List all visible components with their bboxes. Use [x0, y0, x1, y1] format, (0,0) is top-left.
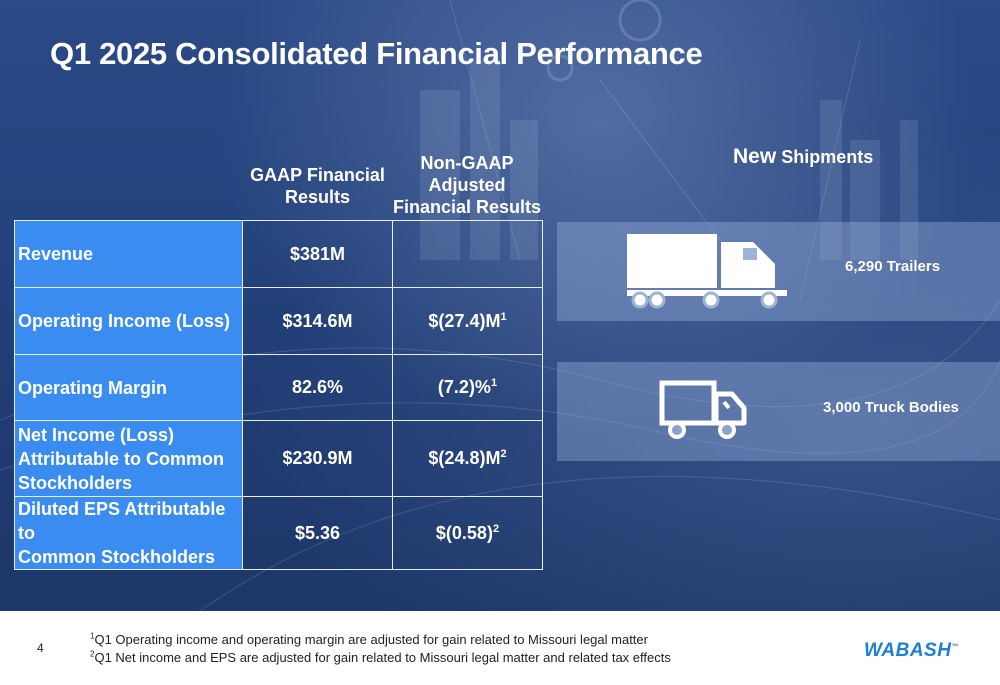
- table-row: Revenue $381M: [14, 220, 543, 288]
- row-label-operating-income: Operating Income (Loss): [14, 287, 243, 355]
- footnotes: 1Q1 Operating income and operating margi…: [90, 631, 671, 667]
- row-label-line: Diluted EPS Attributable to: [18, 499, 226, 543]
- row-label-net-income: Net Income (Loss) Attributable to Common…: [14, 420, 243, 497]
- table-row: Net Income (Loss) Attributable to Common…: [14, 420, 543, 497]
- nongaap-value-text: $(0.58): [435, 522, 493, 543]
- gaap-value: $381M: [242, 220, 393, 288]
- nongaap-value: (7.2)%1: [392, 354, 543, 421]
- footnote-marker: 2: [492, 522, 500, 535]
- nongaap-value-text: $(24.8)M: [428, 448, 501, 468]
- gaap-value: $5.36: [242, 496, 393, 570]
- box-truck-icon: [659, 380, 747, 439]
- nongaap-header-line: Adjusted: [428, 175, 506, 195]
- semi-truck-icon: [627, 234, 787, 309]
- shipment-trailers-text: 6,290 Trailers: [845, 258, 941, 275]
- footnote-marker: 1: [500, 310, 507, 323]
- gaap-value: $314.6M: [242, 287, 393, 355]
- footnote-marker: 1: [490, 377, 498, 389]
- gaap-value: $230.9M: [242, 420, 393, 497]
- footnote-number: 2: [90, 649, 95, 659]
- nongaap-value: [392, 220, 543, 288]
- row-label-diluted-eps: Diluted EPS Attributable to Common Stock…: [14, 496, 243, 570]
- table-row: Operating Margin 82.6% (7.2)%1: [14, 354, 543, 421]
- row-label-line: Net Income (Loss): [18, 424, 175, 445]
- nongaap-value: $(27.4)M1: [392, 287, 543, 355]
- footnote-text: Q1 Net income and EPS are adjusted for g…: [94, 650, 671, 665]
- page-title: Q1 2025 Consolidated Financial Performan…: [50, 36, 703, 71]
- shipment-truck-bodies-text: 3,000 Truck Bodies: [823, 399, 959, 416]
- shipments-heading-new: New: [733, 145, 777, 168]
- row-label-revenue: Revenue: [14, 220, 243, 288]
- gaap-column-header: GAAP Financial Results: [250, 165, 385, 207]
- nongaap-header-line: Non-GAAP: [420, 153, 514, 173]
- shipments-heading-rest: Shipments: [781, 147, 874, 167]
- footnote-1: 1Q1 Operating income and operating margi…: [90, 631, 671, 649]
- footnote-marker: 2: [500, 448, 507, 460]
- gaap-value: 82.6%: [242, 354, 393, 421]
- nongaap-value-text: (7.2)%: [437, 377, 491, 397]
- financial-results-table: Revenue $381M Operating Income (Loss) $3…: [14, 220, 543, 570]
- shipments-heading: New Shipments: [733, 145, 873, 169]
- page-number: 4: [37, 641, 44, 655]
- footnote-number: 1: [90, 631, 95, 641]
- row-label-operating-margin: Operating Margin: [14, 354, 243, 421]
- footnote-2: 2Q1 Net income and EPS are adjusted for …: [90, 649, 671, 667]
- nongaap-value-text: $(27.4)M: [428, 310, 501, 331]
- shipment-card-trailers: 6,290 Trailers: [557, 222, 1000, 321]
- nongaap-column-header: Non-GAAP Adjusted Financial Results: [392, 152, 542, 218]
- row-label-line: Common Stockholders: [18, 547, 216, 567]
- nongaap-value: $(24.8)M2: [392, 420, 543, 497]
- wabash-logo: WABASH™: [864, 640, 959, 662]
- table-row: Operating Income (Loss) $314.6M $(27.4)M…: [14, 287, 543, 355]
- row-label-line: Attributable to Common: [18, 448, 224, 469]
- logo-text: WABASH: [864, 640, 952, 661]
- nongaap-value: $(0.58)2: [392, 496, 543, 570]
- row-label-line: Stockholders: [18, 472, 133, 493]
- logo-trademark: ™: [951, 643, 959, 651]
- shipment-card-truck-bodies: 3,000 Truck Bodies: [557, 362, 1000, 461]
- footnote-text: Q1 Operating income and operating margin…: [94, 632, 648, 647]
- nongaap-header-line: Financial Results: [392, 197, 542, 217]
- table-row: Diluted EPS Attributable to Common Stock…: [14, 496, 543, 570]
